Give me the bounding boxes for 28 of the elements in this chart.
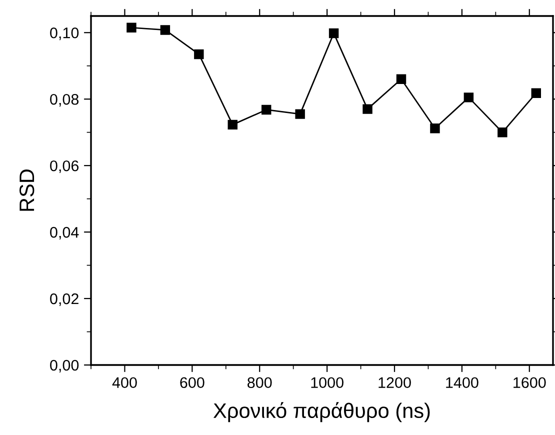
x-tick-label: 800 (248, 377, 272, 388)
y-tick-label: 0,00 (50, 360, 79, 372)
y-tick-label: 0,02 (50, 293, 78, 306)
x-tick-label: 1600 (514, 377, 546, 388)
point (160, 25, 170, 35)
y-axis-title: RSD (19, 170, 34, 211)
point (430, 123, 440, 134)
point (261, 104, 272, 115)
point (328, 28, 339, 38)
point (464, 92, 474, 102)
x-tick-label: 1400 (446, 377, 478, 388)
point (362, 104, 372, 114)
point (531, 88, 541, 98)
y-tick-label: 0,10 (50, 27, 79, 40)
point (228, 120, 238, 130)
x-tick-label: 400 (112, 377, 137, 388)
point (295, 109, 305, 119)
point (126, 22, 136, 32)
y-tick-label: 0,08 (50, 94, 79, 107)
point (498, 127, 508, 138)
y-tick-label: 0,06 (50, 160, 79, 174)
x-tick-label: 600 (180, 377, 204, 388)
x-tick-label: 1000 (311, 377, 344, 388)
point (194, 49, 204, 60)
x-axis-title: Χρονικό παράθυρο (ns) (213, 402, 430, 422)
y-tick-label: 0,04 (50, 226, 79, 240)
point (396, 74, 406, 84)
x-tick-label: 1200 (378, 377, 411, 388)
